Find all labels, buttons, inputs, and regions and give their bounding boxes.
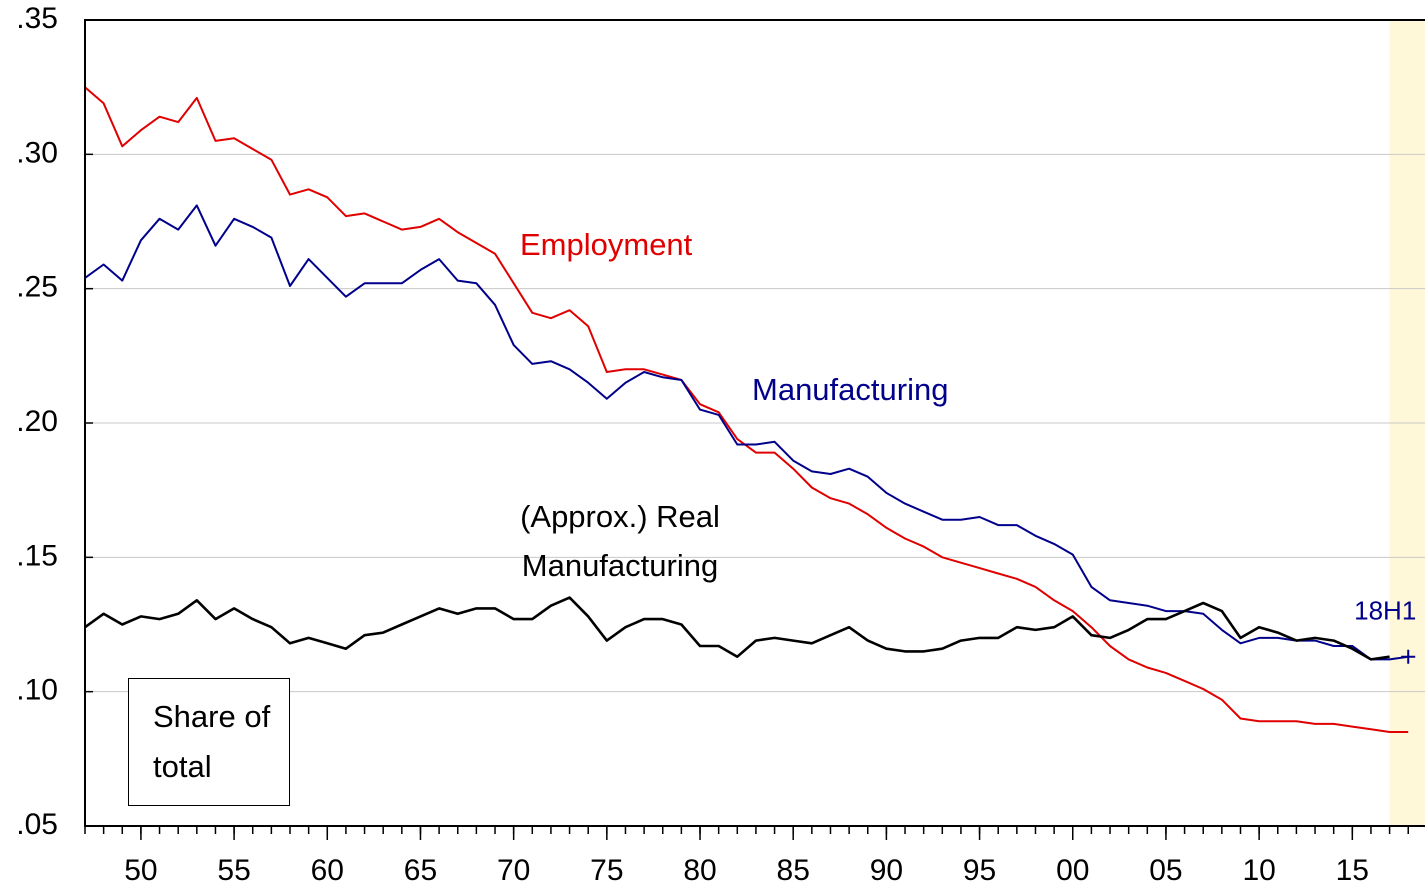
series-label: Manufacturing — [752, 372, 949, 407]
x-tick-label: 85 — [777, 854, 810, 887]
x-tick-label: 80 — [683, 854, 716, 887]
x-tick-label: 10 — [1242, 854, 1275, 887]
x-tick-label: 05 — [1149, 854, 1182, 887]
plot-frame — [84, 19, 1425, 827]
y-tick-label: .25 — [16, 271, 58, 304]
x-tick-label: 55 — [217, 854, 250, 887]
end-label: 18H1 — [1354, 596, 1416, 626]
note-box: Share of total — [128, 678, 290, 806]
x-tick-label: 15 — [1336, 854, 1369, 887]
y-tick-label: .30 — [16, 136, 58, 169]
y-tick-label: .10 — [16, 674, 58, 707]
series-label: (Approx.) Real Manufacturing — [520, 499, 720, 583]
series-label: Employment — [520, 227, 693, 262]
x-tick-label: 95 — [963, 854, 996, 887]
x-tick-label: 50 — [124, 854, 157, 887]
series-line — [84, 204, 1409, 661]
x-tick-label: 65 — [404, 854, 437, 887]
series-line — [84, 86, 1409, 733]
x-tick-label: 60 — [311, 854, 344, 887]
note-text: Share of total — [153, 699, 271, 784]
y-tick-label: .35 — [16, 2, 58, 35]
x-tick-label: 70 — [497, 854, 530, 887]
x-tick-label: 75 — [590, 854, 623, 887]
series-line — [84, 596, 1390, 661]
x-tick-label: 00 — [1056, 854, 1089, 887]
y-tick-label: .15 — [16, 539, 58, 572]
end-marker — [1401, 649, 1416, 664]
x-tick-label: 90 — [870, 854, 903, 887]
y-tick-label: .20 — [16, 405, 58, 438]
y-tick-label: .05 — [16, 808, 58, 841]
